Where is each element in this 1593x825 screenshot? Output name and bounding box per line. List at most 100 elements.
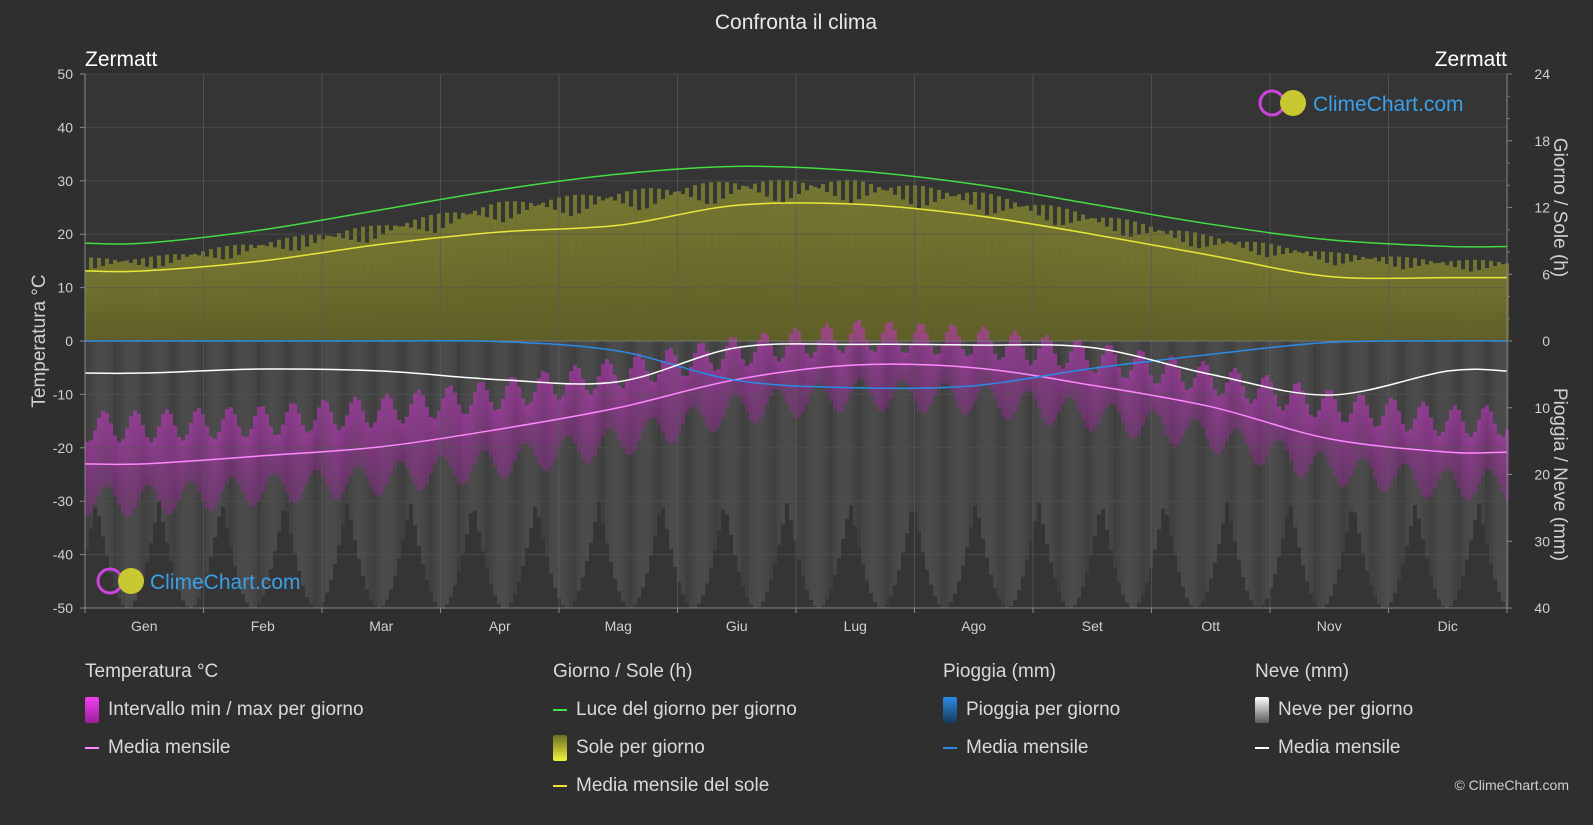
temp-range-day-bar	[821, 328, 825, 386]
temp-range-day-bar	[161, 414, 165, 509]
sunshine-day-bar	[1293, 250, 1297, 341]
temp-range-day-bar	[321, 399, 325, 477]
temp-range-swatch	[85, 697, 99, 723]
temp-range-day-bar	[1157, 383, 1161, 417]
temp-range-day-bar	[1357, 394, 1361, 461]
sunshine-day-bar	[365, 242, 369, 341]
temp-range-day-bar	[617, 385, 621, 441]
legend-label: Luce del giorno per giorno	[576, 699, 797, 720]
snow-day-bar	[905, 341, 909, 534]
sunshine-day-bar	[1409, 267, 1413, 341]
temp-range-day-bar	[457, 404, 461, 483]
sunshine-day-bar	[385, 225, 389, 341]
sunshine-day-bar	[93, 268, 97, 341]
temp-range-day-bar	[1421, 401, 1425, 497]
snow-day-bar	[653, 341, 657, 537]
snow-day-bar	[965, 341, 969, 548]
snow-day-bar	[985, 341, 989, 558]
temp-range-day-bar	[1205, 365, 1209, 439]
sunshine-day-bar	[1393, 266, 1397, 341]
temp-range-day-bar	[613, 374, 617, 433]
temp-range-day-bar	[813, 352, 817, 387]
y-tick-label: -30	[53, 493, 73, 509]
temp-range-day-bar	[233, 414, 237, 479]
sunshine-day-bar	[1009, 208, 1013, 341]
temp-range-day-bar	[305, 432, 309, 484]
temp-range-day-bar	[173, 425, 177, 510]
temp-range-day-bar	[97, 418, 101, 495]
sunshine-day-bar	[809, 185, 813, 341]
snow-day-bar	[693, 341, 697, 608]
sunshine-day-bar	[885, 190, 889, 341]
snow-day-bar	[981, 341, 985, 539]
temp-range-day-bar	[901, 352, 905, 381]
right-axis-bottom-title: Pioggia / Neve (mm)	[1549, 388, 1570, 561]
snow-day-bar	[789, 341, 793, 521]
sunshine-day-bar	[681, 194, 685, 341]
temp-range-day-bar	[1165, 362, 1169, 436]
temp-range-day-bar	[1269, 382, 1273, 449]
sunshine-day-bar	[481, 207, 485, 341]
x-tick-label: Apr	[489, 618, 511, 634]
sunshine-day-bar	[997, 196, 1001, 341]
sunshine-day-bar	[1233, 244, 1237, 341]
legend-temperature: Temperatura °C Intervallo min / max per …	[85, 660, 364, 774]
temp-range-day-bar	[853, 322, 857, 384]
sunshine-day-bar	[1185, 231, 1189, 341]
snow-day-bar	[865, 341, 869, 581]
temp-range-day-bar	[793, 327, 797, 418]
temp-range-day-bar	[453, 392, 457, 477]
temp-range-day-bar	[1469, 437, 1473, 500]
sunshine-day-bar	[797, 194, 801, 341]
temp-range-day-bar	[1397, 411, 1401, 470]
sunshine-day-bar	[877, 186, 881, 341]
snow-day-bar	[989, 341, 993, 575]
sunshine-day-bar	[485, 217, 489, 341]
temp-range-day-bar	[401, 423, 405, 463]
temp-range-day-bar	[413, 393, 417, 486]
temp-range-day-bar	[505, 385, 509, 478]
temp-range-day-bar	[473, 392, 477, 463]
temp-range-day-bar	[941, 344, 945, 383]
snow-day-bar	[1317, 341, 1321, 608]
legend-snow: Neve (mm) Neve per giorno Media mensile	[1255, 660, 1413, 774]
sunshine-day-bar	[909, 204, 913, 341]
temp-range-day-bar	[1325, 390, 1329, 458]
rain-mean-line	[84, 339, 1508, 390]
snow-day-bar	[1321, 341, 1325, 608]
sunshine-day-bar	[1437, 263, 1441, 341]
sunshine-day-bar	[513, 201, 517, 341]
snow-day-bar	[769, 341, 773, 580]
temp-range-day-bar	[1181, 382, 1185, 438]
snow-day-bar	[1205, 341, 1209, 592]
snow-day-bar	[673, 341, 677, 567]
sunshine-day-bar	[265, 246, 269, 341]
legend-item: Media mensile	[943, 736, 1120, 760]
snow-day-bar	[929, 341, 933, 585]
sunshine-day-bar	[633, 189, 637, 341]
sunshine-day-bar	[925, 205, 929, 341]
sunshine-day-bar	[1073, 211, 1077, 341]
temp-range-day-bar	[1449, 409, 1453, 472]
snow-day-bar	[1141, 341, 1145, 595]
snow-day-bar	[157, 341, 161, 502]
temp-range-day-bar	[989, 341, 993, 390]
snow-day-bar	[797, 341, 801, 560]
sunshine-day-bar	[677, 191, 681, 341]
temp-range-day-bar	[721, 359, 725, 418]
legend-label: Media mensile	[108, 737, 231, 758]
sunshine-day-bar	[89, 257, 93, 341]
temp-range-day-bar	[253, 416, 257, 507]
snow-day-bar	[805, 341, 809, 590]
sunshine-day-bar	[945, 192, 949, 341]
temp-range-day-bar	[1321, 398, 1325, 452]
rain-swatch	[943, 697, 957, 723]
temp-range-day-bar	[977, 332, 981, 394]
sunshine-day-bar	[165, 254, 169, 341]
temp-range-day-bar	[181, 440, 185, 491]
sunshine-day-bar	[773, 200, 777, 341]
sunshine-day-bar	[833, 195, 837, 341]
snow-day-bar	[941, 341, 945, 608]
temp-range-day-bar	[1401, 424, 1405, 465]
right-axis-top-title: Giorno / Sole (h)	[1549, 138, 1570, 277]
